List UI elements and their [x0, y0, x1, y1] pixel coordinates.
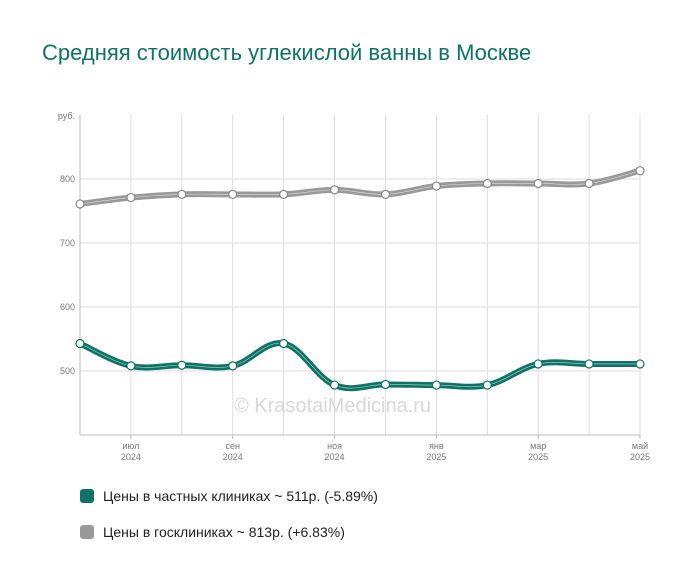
- data-point-s0-3: [228, 361, 238, 371]
- legend-label-public: Цены в госклиниках ~ 813р. (+6.83%): [103, 524, 345, 540]
- legend-swatch-public: [80, 525, 94, 539]
- y-tick-label-800: 800: [60, 174, 75, 184]
- series-line-0: [77, 340, 643, 392]
- y-tick-label-600: 600: [60, 302, 75, 312]
- series-line-1: [77, 167, 643, 207]
- series-lines: [77, 167, 643, 392]
- watermark: © KrasotaiMedicina.ru: [234, 395, 431, 417]
- data-point-s0-1: [126, 361, 136, 371]
- legend: Цены в частных клиниках ~ 511р. (-5.89%)…: [80, 485, 378, 557]
- data-point-s0-8: [482, 380, 492, 390]
- data-point-s0-5: [329, 380, 340, 390]
- x-tick-label-year-11: 2025: [630, 452, 650, 462]
- data-point-s1-0: [75, 199, 85, 209]
- x-tick-label-year-7: 2025: [426, 452, 446, 462]
- series-line-highlight-1: [79, 170, 641, 205]
- data-point-s1-4: [279, 189, 289, 199]
- x-tick-label-month-3: сен: [225, 441, 240, 451]
- data-point-s1-1: [126, 192, 136, 203]
- data-point-s0-7: [431, 380, 441, 390]
- data-point-s1-7: [431, 181, 441, 191]
- legend-swatch-private: [80, 489, 94, 503]
- data-point-s1-2: [177, 189, 187, 199]
- data-point-s0-2: [177, 360, 187, 370]
- line-chart: 500600700800руб.июл2024сен2024ноя2024янв…: [58, 111, 650, 462]
- data-point-s0-6: [380, 379, 391, 390]
- data-point-s1-11: [635, 166, 645, 176]
- axes: 500600700800руб.июл2024сен2024ноя2024янв…: [58, 111, 650, 462]
- data-point-s0-4: [279, 338, 289, 349]
- data-point-s1-5: [329, 185, 340, 195]
- data-point-s1-10: [584, 178, 594, 189]
- y-axis-unit-label: руб.: [58, 111, 75, 121]
- y-tick-label-500: 500: [60, 366, 75, 376]
- legend-label-private: Цены в частных клиниках ~ 511р. (-5.89%): [103, 488, 378, 504]
- x-tick-label-month-7: янв: [429, 441, 444, 451]
- data-point-s1-6: [380, 189, 391, 199]
- x-tick-label-year-5: 2024: [325, 452, 345, 462]
- x-tick-label-month-1: июл: [122, 441, 139, 451]
- x-tick-label-year-1: 2024: [121, 452, 141, 462]
- data-point-s0-10: [584, 359, 594, 369]
- data-point-s0-9: [533, 359, 543, 369]
- data-point-s1-9: [533, 178, 543, 189]
- data-points: [75, 166, 645, 390]
- x-tick-label-year-3: 2024: [223, 452, 243, 462]
- x-tick-label-year-9: 2025: [528, 452, 548, 462]
- legend-item-public[interactable]: Цены в госклиниках ~ 813р. (+6.83%): [80, 521, 378, 543]
- data-point-s0-11: [635, 359, 645, 369]
- data-point-s0-0: [75, 338, 85, 349]
- y-tick-label-700: 700: [60, 238, 75, 248]
- x-tick-label-month-9: мар: [530, 441, 546, 451]
- data-point-s1-8: [482, 178, 492, 189]
- chart-title: Средняя стоимость углекислой ванны в Мос…: [42, 40, 532, 65]
- x-tick-label-month-5: ноя: [327, 441, 342, 451]
- legend-item-private[interactable]: Цены в частных клиниках ~ 511р. (-5.89%): [80, 485, 378, 507]
- data-point-s1-3: [228, 189, 238, 199]
- x-tick-label-month-11: май: [632, 441, 648, 451]
